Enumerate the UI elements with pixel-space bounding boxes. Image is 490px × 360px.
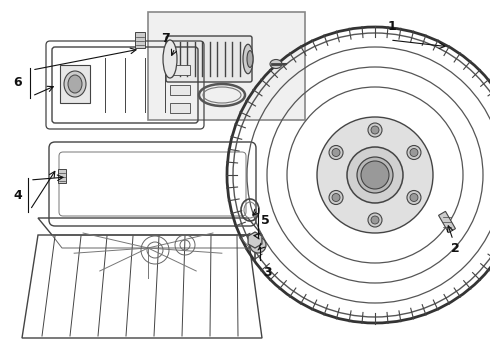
Circle shape [357,157,393,193]
Text: 7: 7 [161,32,170,45]
Ellipse shape [247,51,253,67]
Bar [135,32,145,48]
Text: 3: 3 [264,266,272,279]
Bar [58,169,66,183]
Ellipse shape [163,40,177,78]
Text: 5: 5 [261,213,270,226]
Bar [439,211,456,233]
Bar [148,12,305,120]
Text: 1: 1 [388,19,396,32]
Bar [170,103,190,113]
Circle shape [250,237,266,253]
Circle shape [371,126,379,134]
Circle shape [410,194,418,202]
Circle shape [407,145,421,159]
Circle shape [317,117,433,233]
Circle shape [410,148,418,157]
Ellipse shape [270,59,282,68]
Circle shape [371,216,379,224]
Circle shape [347,147,403,203]
Ellipse shape [243,44,253,74]
Circle shape [361,161,389,189]
FancyBboxPatch shape [166,36,252,82]
Circle shape [332,194,340,202]
Bar [170,85,190,95]
Circle shape [368,123,382,137]
Ellipse shape [64,71,86,97]
Text: 2: 2 [451,242,459,255]
Circle shape [368,213,382,227]
Bar [60,65,90,103]
Text: 6: 6 [14,76,23,89]
Circle shape [332,148,340,157]
Circle shape [329,145,343,159]
Circle shape [407,190,421,204]
Ellipse shape [68,75,82,93]
Text: 4: 4 [14,189,23,202]
Bar [170,65,190,75]
Circle shape [329,190,343,204]
